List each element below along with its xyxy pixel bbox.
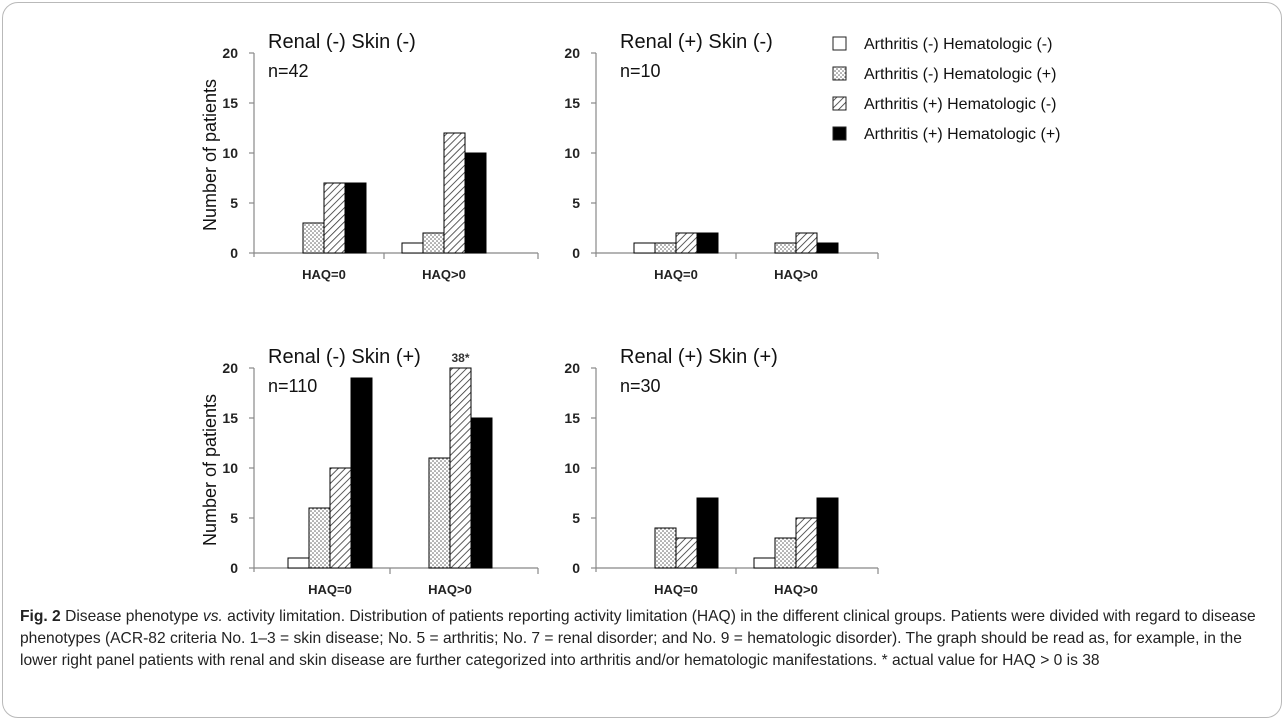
bar-arthritis-hematologic-haq-0 xyxy=(323,182,346,254)
bar-annotation: 38* xyxy=(451,351,469,365)
y-tick-label: 5 xyxy=(572,195,580,211)
panel-title: Renal (+) Skin (+) xyxy=(620,346,778,368)
x-tick-label-haq-0: HAQ=0 xyxy=(308,582,352,597)
caption-text-part1: Disease phenotype xyxy=(60,608,203,625)
panel-renal-skin: 0 5 10 15 20 HAQ=0 HAQ>0 Renal (-) Skin (-) n=42… xyxy=(200,31,539,282)
bar-arthritis-hematologic-haq-0 xyxy=(774,242,797,254)
legend-label: Arthritis (+) Hematologic (-) xyxy=(864,96,1056,113)
panel-renal-skin: 0 5 10 15 20 HAQ=0 HAQ>0 Renal (+) Skin (+) n=30 xyxy=(564,346,879,597)
panel-title: Renal (+) Skin (-) xyxy=(620,31,773,53)
y-tick-label: 5 xyxy=(572,510,580,526)
y-tick-label: 0 xyxy=(230,245,238,261)
panel-n: n=30 xyxy=(620,376,661,396)
bar-arthritis-hematologic-haq-0 xyxy=(401,242,424,254)
panel-n: n=42 xyxy=(268,61,309,81)
legend-label: Arthritis (+) Hematologic (+) xyxy=(864,126,1061,143)
legend-swatch-hatched xyxy=(832,96,847,111)
x-tick-label-haq-0: HAQ=0 xyxy=(654,267,698,282)
y-tick-label: 20 xyxy=(564,360,580,376)
y-tick-label: 15 xyxy=(222,410,238,426)
bar-arthritis-hematologic-haq-0 xyxy=(774,537,797,569)
y-tick-label: 10 xyxy=(564,460,580,476)
x-tick-label-haq-0: HAQ>0 xyxy=(774,267,818,282)
bar-arthritis-hematologic-haq-0 xyxy=(675,232,698,254)
legend: Arthritis (-) Hematologic (-) Arthritis (… xyxy=(832,36,1061,143)
bar-arthritis-hematologic-haq-0 xyxy=(753,557,776,569)
bar-arthritis-hematologic-haq-0 xyxy=(308,507,331,569)
y-tick-label: 10 xyxy=(222,460,238,476)
bar-arthritis-hematologic-haq-0 xyxy=(696,232,719,254)
bar-arthritis-hematologic-haq-0 xyxy=(696,497,719,569)
bar-arthritis-hematologic-haq-0 xyxy=(350,377,373,569)
bar-arthritis-hematologic-haq-0 xyxy=(675,537,698,569)
bar-arthritis-hematologic-haq-0 xyxy=(302,222,325,254)
bar-arthritis-hematologic-haq-0 xyxy=(795,517,818,569)
x-tick-label-haq-0: HAQ>0 xyxy=(428,582,472,597)
panel-n: n=110 xyxy=(268,376,317,396)
y-tick-label: 0 xyxy=(572,560,580,576)
caption-text-part2: activity limitation. Distribution of pat… xyxy=(20,608,1256,669)
caption-label: Fig. 2 xyxy=(20,608,61,625)
y-tick-label: 5 xyxy=(230,510,238,526)
legend-label: Arthritis (-) Hematologic (-) xyxy=(864,36,1052,53)
y-tick-label: 20 xyxy=(222,360,238,376)
legend-label: Arthritis (-) Hematologic (+) xyxy=(864,66,1056,83)
figure-caption: Fig. 2 Disease phenotype vs. activity li… xyxy=(20,606,1265,672)
bar-arthritis-hematologic-haq-0 xyxy=(422,232,445,254)
y-tick-label: 15 xyxy=(564,95,580,111)
y-axis-label: Number of patients xyxy=(200,79,220,231)
bar-arthritis-hematologic-haq-0 xyxy=(344,182,367,254)
chart-figure: 0 5 10 15 20 HAQ=0 HAQ>0 Renal (-) Skin (-) n=42… xyxy=(200,31,1061,597)
x-tick-label-haq-0: HAQ=0 xyxy=(302,267,346,282)
caption-vs: vs. xyxy=(202,608,223,625)
y-tick-label: 20 xyxy=(564,45,580,61)
x-tick-label-haq-0: HAQ=0 xyxy=(654,582,698,597)
y-tick-label: 0 xyxy=(572,245,580,261)
y-tick-label: 15 xyxy=(222,95,238,111)
bar-arthritis-hematologic-haq-0 xyxy=(287,557,310,569)
y-axis-label: Number of patients xyxy=(200,394,220,546)
panel-title: Renal (-) Skin (+) xyxy=(268,346,421,368)
legend-swatch-dotted xyxy=(832,66,847,81)
legend-swatch-black xyxy=(832,126,847,141)
legend-swatch-white xyxy=(832,36,847,51)
bar-arthritis-hematologic-haq-0 xyxy=(449,367,472,569)
y-tick-label: 15 xyxy=(564,410,580,426)
panel-renal-skin: 0 5 10 15 20 HAQ=0 HAQ>0 Renal (+) Skin (-) n=10 xyxy=(564,31,879,282)
y-tick-label: 10 xyxy=(564,145,580,161)
y-tick-label: 10 xyxy=(222,145,238,161)
y-tick-label: 0 xyxy=(230,560,238,576)
bar-arthritis-hematologic-haq-0 xyxy=(470,417,493,569)
panel-renal-skin: 0 5 10 15 20 HAQ=0 HAQ>0 38* Renal (-) Skin (+) n… xyxy=(200,346,539,597)
bar-arthritis-hematologic-haq-0 xyxy=(816,497,839,569)
y-tick-label: 20 xyxy=(222,45,238,61)
bar-arthritis-hematologic-haq-0 xyxy=(329,467,352,569)
bar-arthritis-hematologic-haq-0 xyxy=(654,527,677,569)
y-tick-label: 5 xyxy=(230,195,238,211)
bar-arthritis-hematologic-haq-0 xyxy=(654,242,677,254)
panel-title: Renal (-) Skin (-) xyxy=(268,31,416,53)
bar-arthritis-hematologic-haq-0 xyxy=(633,242,656,254)
x-tick-label-haq-0: HAQ>0 xyxy=(422,267,466,282)
bar-arthritis-hematologic-haq-0 xyxy=(795,232,818,254)
bar-arthritis-hematologic-haq-0 xyxy=(443,132,466,254)
panels-layer: 0 5 10 15 20 HAQ=0 HAQ>0 Renal (-) Skin (-) n=42… xyxy=(200,31,879,597)
bar-arthritis-hematologic-haq-0 xyxy=(464,152,487,254)
panel-n: n=10 xyxy=(620,61,661,81)
bar-arthritis-hematologic-haq-0 xyxy=(816,242,839,254)
bar-arthritis-hematologic-haq-0 xyxy=(428,457,451,569)
x-tick-label-haq-0: HAQ>0 xyxy=(774,582,818,597)
